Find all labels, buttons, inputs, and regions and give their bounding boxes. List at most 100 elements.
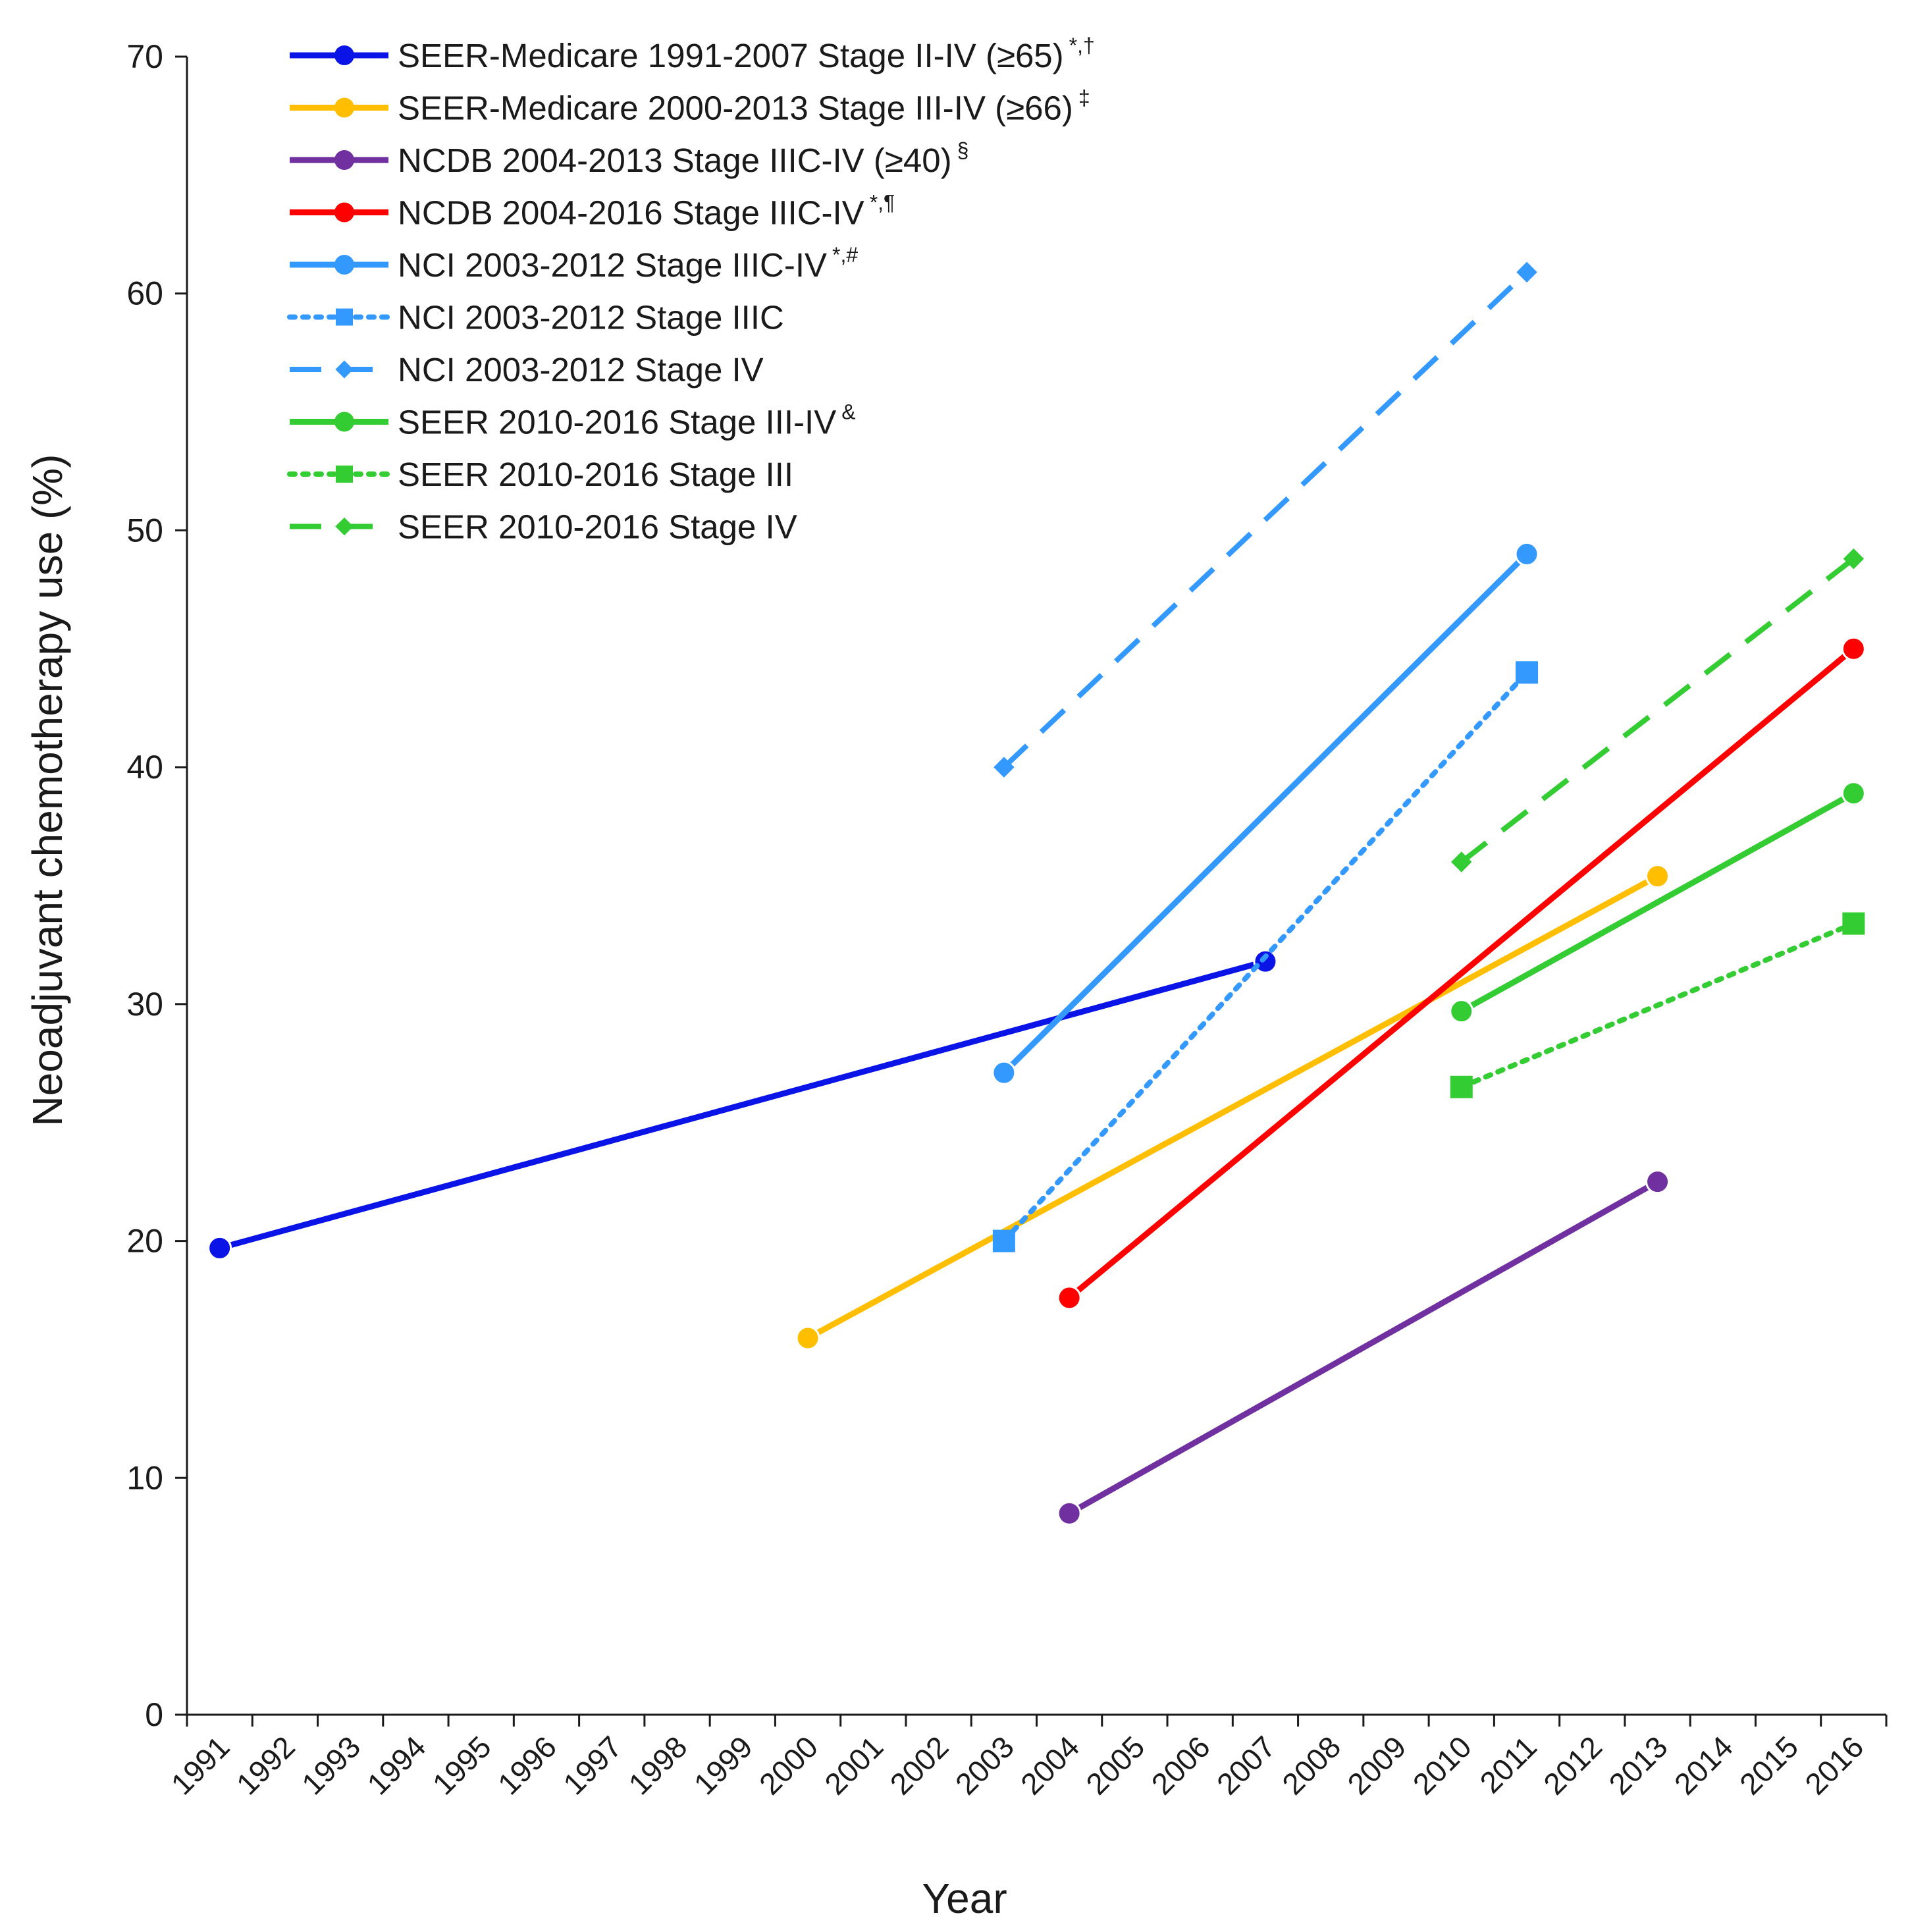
legend-item: NCDB 2004-2013 Stage IIIC-IV (≥40) § xyxy=(290,138,968,179)
legend-label-superscript: ‡ xyxy=(1078,86,1090,110)
data-point xyxy=(1841,636,1866,661)
data-point xyxy=(994,757,1015,778)
legend-label-text: NCDB 2004-2016 Stage IIIC-IV xyxy=(398,194,864,232)
data-point xyxy=(795,1326,820,1351)
legend-label: NCDB 2004-2013 Stage IIIC-IV (≥40) § xyxy=(398,138,968,179)
legend: SEER-Medicare 1991-2007 Stage II-IV (≥65… xyxy=(287,34,1095,546)
legend-label-text: SEER-Medicare 2000-2013 Stage III-IV (≥6… xyxy=(398,90,1073,127)
data-point xyxy=(1451,851,1472,872)
x-tick-label: 1998 xyxy=(622,1729,693,1801)
legend-label-text: SEER 2010-2016 Stage III-IV xyxy=(398,404,836,441)
legend-item: NCDB 2004-2016 Stage IIIC-IV *,¶ xyxy=(290,191,895,232)
legend-label-superscript: *,# xyxy=(832,243,858,267)
y-tick-label: 30 xyxy=(126,986,163,1023)
legend-label-text: NCDB 2004-2013 Stage IIIC-IV (≥40) xyxy=(398,142,952,179)
y-tick-label: 0 xyxy=(145,1696,163,1733)
x-tick-label: 2012 xyxy=(1537,1729,1608,1801)
series-nci-2003-2012-stage-iiic-iv xyxy=(992,541,1539,1085)
legend-item: NCI 2003-2012 Stage IIIC-IV *,# xyxy=(290,243,858,284)
x-tick-label: 1996 xyxy=(491,1729,563,1801)
legend-swatch-marker xyxy=(334,97,354,118)
series-nci-2003-2012-stage-iiic xyxy=(992,661,1539,1252)
x-tick-label: 1995 xyxy=(426,1729,498,1801)
x-tick-label: 1993 xyxy=(295,1729,367,1801)
data-point xyxy=(1057,1501,1082,1526)
legend-swatch-marker xyxy=(335,360,354,379)
x-tick-label: 2015 xyxy=(1733,1729,1805,1801)
y-tick-label: 40 xyxy=(126,749,163,786)
legend-item: NCI 2003-2012 Stage IIIC xyxy=(287,299,784,336)
y-tick-label: 50 xyxy=(126,512,163,549)
data-point xyxy=(207,1235,232,1260)
series-line xyxy=(1067,1179,1659,1516)
data-point xyxy=(1253,949,1278,974)
series-line xyxy=(1001,670,1530,1244)
legend-swatch-marker xyxy=(334,202,354,223)
series-seer-medicare-2000-2013-stage-iii-iv-66 xyxy=(795,864,1670,1351)
y-tick-label: 60 xyxy=(126,275,163,312)
x-tick-label: 2000 xyxy=(753,1729,824,1801)
x-tick-label: 2003 xyxy=(949,1729,1020,1801)
y-axis-title: Neoadjuvant chemotherapy use (%) xyxy=(24,454,71,1127)
legend-label: NCI 2003-2012 Stage IIIC-IV *,# xyxy=(398,243,858,284)
legend-label: NCI 2003-2012 Stage IV xyxy=(398,351,764,389)
series-nci-2003-2012-stage-iv xyxy=(994,261,1537,778)
legend-item: SEER-Medicare 2000-2013 Stage III-IV (≥6… xyxy=(290,86,1090,127)
legend-item: NCI 2003-2012 Stage IV xyxy=(290,351,764,389)
y-tick-label: 20 xyxy=(126,1223,163,1260)
legend-label: SEER-Medicare 2000-2013 Stage III-IV (≥6… xyxy=(398,86,1090,127)
data-point xyxy=(992,1229,1015,1252)
legend-label-text: SEER-Medicare 1991-2007 Stage II-IV (≥65… xyxy=(398,37,1064,74)
series-line xyxy=(1001,552,1529,1075)
legend-item: SEER 2010-2016 Stage III xyxy=(287,456,793,493)
series-ncdb-2004-2013-stage-iiic-iv-40 xyxy=(1057,1169,1670,1526)
data-point xyxy=(1516,661,1539,684)
legend-item: SEER 2010-2016 Stage IV xyxy=(290,508,797,546)
y-tick-label: 70 xyxy=(126,38,163,75)
series-seer-2010-2016-stage-iv xyxy=(1451,548,1865,872)
series-seer-medicare-1991-2007-stage-ii-iv-65 xyxy=(207,949,1278,1260)
series-line xyxy=(219,958,1267,1251)
x-tick-label: 2002 xyxy=(884,1729,955,1801)
x-axis-title: Year xyxy=(922,1875,1007,1922)
legend-label: NCDB 2004-2016 Stage IIIC-IV *,¶ xyxy=(398,191,895,232)
series-line xyxy=(1460,556,1855,865)
x-tick-label: 2004 xyxy=(1014,1729,1086,1801)
series-line xyxy=(1460,790,1855,1014)
x-tick-label: 2016 xyxy=(1798,1729,1870,1801)
legend-label: SEER 2010-2016 Stage III xyxy=(398,456,793,493)
data-point xyxy=(1842,912,1865,935)
legend-label-text: NCI 2003-2012 Stage IIIC xyxy=(398,299,784,336)
data-point xyxy=(1645,1169,1670,1194)
legend-item: SEER-Medicare 1991-2007 Stage II-IV (≥65… xyxy=(290,34,1095,74)
x-tick-label: 1994 xyxy=(360,1729,432,1801)
data-point xyxy=(1645,864,1670,889)
legend-label-text: SEER 2010-2016 Stage IV xyxy=(398,508,797,546)
y-axis-ticks: 0 10 20 30 40 50 60 70 xyxy=(126,38,187,1733)
legend-label-text: NCI 2003-2012 Stage IV xyxy=(398,351,764,389)
x-tick-label: 1997 xyxy=(556,1729,628,1801)
legend-swatch-marker xyxy=(336,466,353,483)
x-tick-label: 1991 xyxy=(165,1729,236,1801)
data-point xyxy=(1843,548,1865,570)
x-tick-label: 2008 xyxy=(1275,1729,1347,1801)
x-tick-label: 1999 xyxy=(687,1729,759,1801)
legend-label-superscript: § xyxy=(957,138,969,162)
y-tick-label: 10 xyxy=(126,1459,163,1496)
legend-label: SEER-Medicare 1991-2007 Stage II-IV (≥65… xyxy=(398,34,1095,74)
legend-swatch-marker xyxy=(334,412,354,432)
x-tick-label: 2006 xyxy=(1145,1729,1217,1801)
series-line xyxy=(1002,270,1529,770)
x-tick-label: 2005 xyxy=(1079,1729,1151,1801)
legend-label-superscript: & xyxy=(841,400,855,424)
legend-label-superscript: *,¶ xyxy=(870,191,895,215)
data-point xyxy=(1449,999,1474,1024)
x-tick-label: 2011 xyxy=(1473,1729,1543,1800)
series-seer-2010-2016-stage-iii xyxy=(1450,912,1865,1098)
legend-swatch-marker xyxy=(336,308,353,326)
x-tick-label: 2014 xyxy=(1668,1729,1739,1801)
legend-label-text: NCI 2003-2012 Stage IIIC-IV xyxy=(398,246,827,284)
legend-label: SEER 2010-2016 Stage III-IV & xyxy=(398,400,856,441)
data-point xyxy=(1841,781,1866,806)
